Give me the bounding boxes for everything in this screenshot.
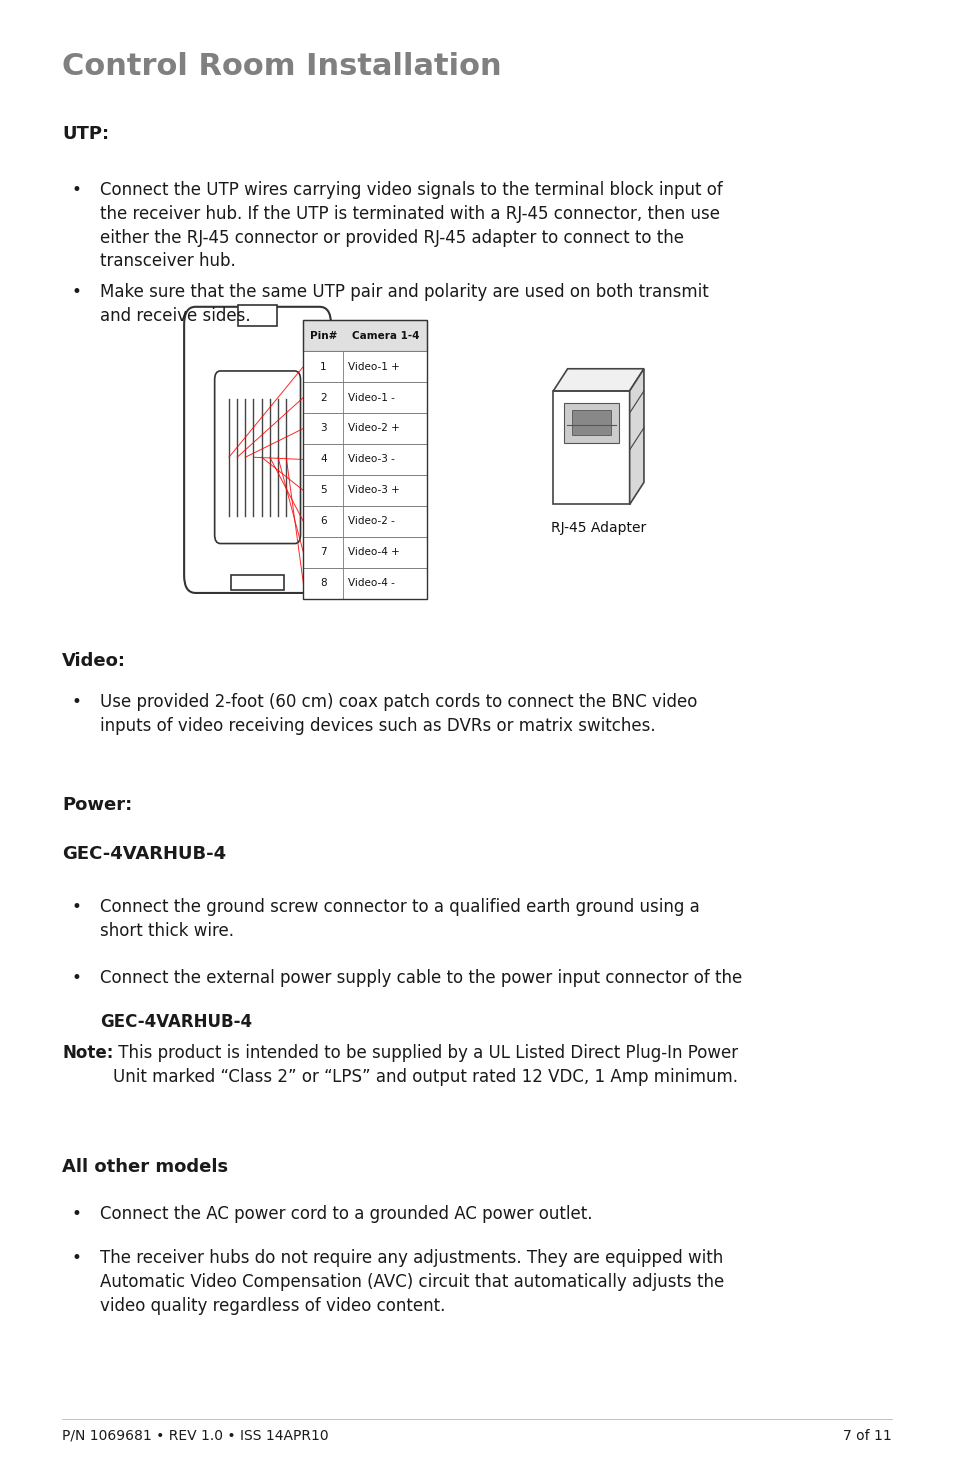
Polygon shape — [563, 403, 618, 442]
Text: The receiver hubs do not require any adjustments. They are equipped with
Automat: The receiver hubs do not require any adj… — [100, 1249, 723, 1314]
Text: Connect the UTP wires carrying video signals to the terminal block input of
the : Connect the UTP wires carrying video sig… — [100, 181, 722, 270]
Bar — [303, 320, 427, 599]
Text: P/N 1069681 • REV 1.0 • ISS 14APR10: P/N 1069681 • REV 1.0 • ISS 14APR10 — [62, 1429, 328, 1443]
Text: Video-3 +: Video-3 + — [348, 485, 399, 496]
Polygon shape — [572, 410, 610, 435]
Text: Video-2 -: Video-2 - — [348, 516, 395, 527]
Text: Video-2 +: Video-2 + — [348, 423, 399, 434]
Bar — [303, 568, 427, 599]
Text: All other models: All other models — [62, 1158, 228, 1176]
Polygon shape — [553, 391, 629, 504]
Text: Connect the ground screw connector to a qualified earth ground using a
short thi: Connect the ground screw connector to a … — [100, 898, 700, 940]
Text: Video-1 -: Video-1 - — [348, 392, 395, 403]
Bar — [303, 444, 427, 475]
Bar — [232, 575, 284, 590]
Bar — [303, 382, 427, 413]
Text: 1: 1 — [320, 361, 326, 372]
Text: Video:: Video: — [62, 652, 126, 670]
Text: Pin#: Pin# — [310, 330, 336, 341]
Text: •: • — [71, 181, 81, 199]
Text: Connect the external power supply cable to the power input connector of the: Connect the external power supply cable … — [100, 969, 741, 987]
Text: GEC-4VARHUB-4: GEC-4VARHUB-4 — [100, 1013, 252, 1031]
Text: 7 of 11: 7 of 11 — [842, 1429, 891, 1443]
Text: 7: 7 — [320, 547, 326, 558]
Bar — [303, 351, 427, 382]
Polygon shape — [553, 369, 643, 391]
Text: Video-3 -: Video-3 - — [348, 454, 395, 465]
Text: 3: 3 — [320, 423, 326, 434]
Text: Video-4 +: Video-4 + — [348, 547, 399, 558]
Text: •: • — [71, 1205, 81, 1223]
Text: RJ-45 Adapter: RJ-45 Adapter — [550, 521, 645, 534]
Bar — [303, 537, 427, 568]
Bar — [303, 413, 427, 444]
Text: 5: 5 — [320, 485, 326, 496]
Text: Use provided 2-foot (60 cm) coax patch cords to connect the BNC video
inputs of : Use provided 2-foot (60 cm) coax patch c… — [100, 693, 697, 735]
Text: •: • — [71, 283, 81, 301]
Text: .: . — [196, 1013, 202, 1031]
Text: Power:: Power: — [62, 796, 132, 814]
Text: UTP:: UTP: — [62, 125, 109, 143]
Text: Control Room Installation: Control Room Installation — [62, 52, 501, 81]
Polygon shape — [629, 369, 643, 504]
Text: •: • — [71, 693, 81, 711]
Text: 6: 6 — [320, 516, 326, 527]
Text: 2: 2 — [320, 392, 326, 403]
Text: •: • — [71, 969, 81, 987]
Text: •: • — [71, 898, 81, 916]
Text: Camera 1-4: Camera 1-4 — [352, 330, 418, 341]
Bar — [238, 305, 276, 326]
FancyBboxPatch shape — [184, 307, 331, 593]
Text: GEC-4VARHUB-4: GEC-4VARHUB-4 — [62, 845, 226, 863]
Text: 8: 8 — [320, 578, 326, 589]
Text: Video-4 -: Video-4 - — [348, 578, 395, 589]
Text: This product is intended to be supplied by a UL Listed Direct Plug-In Power
Unit: This product is intended to be supplied … — [112, 1044, 737, 1086]
Text: 4: 4 — [320, 454, 326, 465]
Bar — [303, 320, 427, 351]
Text: Connect the AC power cord to a grounded AC power outlet.: Connect the AC power cord to a grounded … — [100, 1205, 592, 1223]
Text: •: • — [71, 1249, 81, 1267]
Text: Video-1 +: Video-1 + — [348, 361, 399, 372]
FancyBboxPatch shape — [214, 372, 300, 543]
Text: Note:: Note: — [62, 1044, 113, 1062]
Bar — [303, 506, 427, 537]
Text: Make sure that the same UTP pair and polarity are used on both transmit
and rece: Make sure that the same UTP pair and pol… — [100, 283, 708, 324]
Bar — [303, 475, 427, 506]
